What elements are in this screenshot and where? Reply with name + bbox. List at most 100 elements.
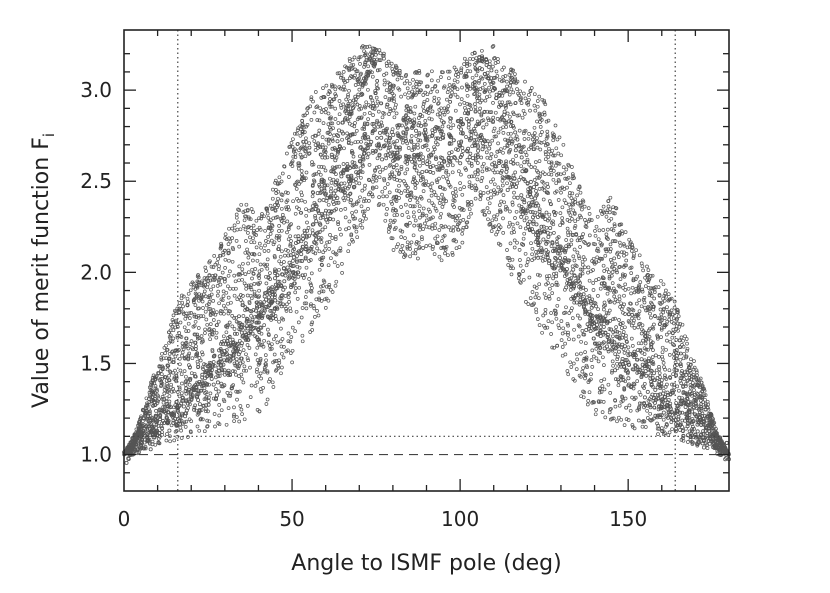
data-point [346, 94, 350, 99]
data-point [671, 327, 676, 332]
data-point [466, 202, 471, 206]
data-point [578, 245, 582, 249]
data-point [622, 253, 626, 258]
data-point [508, 114, 512, 119]
data-point [416, 256, 420, 261]
data-point [367, 199, 371, 203]
data-point [637, 322, 641, 326]
data-point [659, 335, 663, 339]
data-point [405, 245, 410, 249]
data-point [222, 303, 226, 308]
data-point [632, 382, 637, 387]
data-point [487, 110, 492, 115]
data-point [421, 158, 425, 163]
data-point [601, 400, 606, 404]
data-point [160, 351, 164, 356]
data-point [652, 296, 657, 301]
data-point [406, 95, 411, 100]
data-point [490, 45, 495, 49]
data-point [594, 356, 599, 361]
data-point [664, 332, 669, 337]
data-point [245, 404, 250, 408]
data-point [355, 235, 360, 240]
data-point [417, 209, 422, 213]
data-point [548, 166, 553, 170]
data-point [547, 274, 552, 278]
data-point [300, 125, 304, 129]
data-point [167, 373, 171, 378]
data-point [503, 137, 507, 142]
data-point [569, 238, 574, 243]
data-point [441, 201, 446, 206]
data-point [313, 143, 318, 147]
data-point [657, 371, 662, 375]
data-point [505, 84, 509, 89]
data-point [643, 284, 648, 289]
data-point [511, 161, 516, 166]
data-point [201, 314, 206, 319]
data-point [359, 204, 364, 209]
data-point [331, 200, 335, 204]
data-point [532, 178, 537, 182]
data-point [494, 69, 499, 74]
data-point [605, 291, 610, 296]
data-point [484, 185, 489, 189]
data-point [530, 290, 535, 294]
data-point [366, 207, 370, 211]
data-point [450, 170, 455, 175]
data-point [622, 351, 627, 355]
data-point [208, 322, 213, 326]
data-point [554, 316, 559, 321]
data-point [299, 198, 304, 203]
data-point [149, 385, 154, 389]
data-point [290, 325, 295, 330]
data-point [253, 384, 258, 388]
data-point [344, 227, 348, 232]
data-point [178, 425, 183, 430]
data-point [301, 233, 305, 238]
data-point [569, 365, 574, 369]
data-point [621, 286, 626, 290]
data-point [358, 154, 362, 159]
data-point [540, 130, 544, 134]
data-point [438, 115, 443, 119]
data-point [433, 221, 438, 226]
data-point [537, 94, 542, 99]
data-point [246, 358, 251, 363]
data-point [374, 185, 379, 190]
data-point [185, 296, 190, 301]
data-point [546, 155, 551, 159]
data-point [679, 335, 684, 340]
data-point [639, 304, 644, 309]
data-point [273, 178, 278, 183]
data-point [143, 446, 148, 451]
data-point [371, 113, 375, 117]
data-point [232, 405, 236, 410]
data-point [309, 271, 314, 276]
data-point [611, 317, 616, 321]
data-point [453, 189, 458, 194]
data-point [570, 316, 575, 320]
data-point [347, 226, 351, 230]
data-point [258, 371, 263, 376]
data-point [550, 148, 555, 153]
data-point [331, 177, 336, 182]
data-point [502, 145, 507, 150]
data-point [636, 316, 641, 321]
data-point [536, 296, 541, 300]
data-point [195, 335, 200, 339]
data-point [645, 408, 649, 413]
data-point [352, 132, 357, 137]
data-point [281, 355, 286, 360]
data-point [625, 349, 630, 354]
data-point [237, 314, 241, 319]
data-point [202, 289, 207, 294]
data-point [307, 277, 311, 281]
data-point [626, 345, 631, 350]
data-point [234, 315, 239, 320]
data-point [528, 210, 533, 214]
data-point [323, 244, 328, 249]
data-point [208, 278, 213, 283]
data-point [230, 259, 235, 264]
data-point [308, 330, 313, 334]
